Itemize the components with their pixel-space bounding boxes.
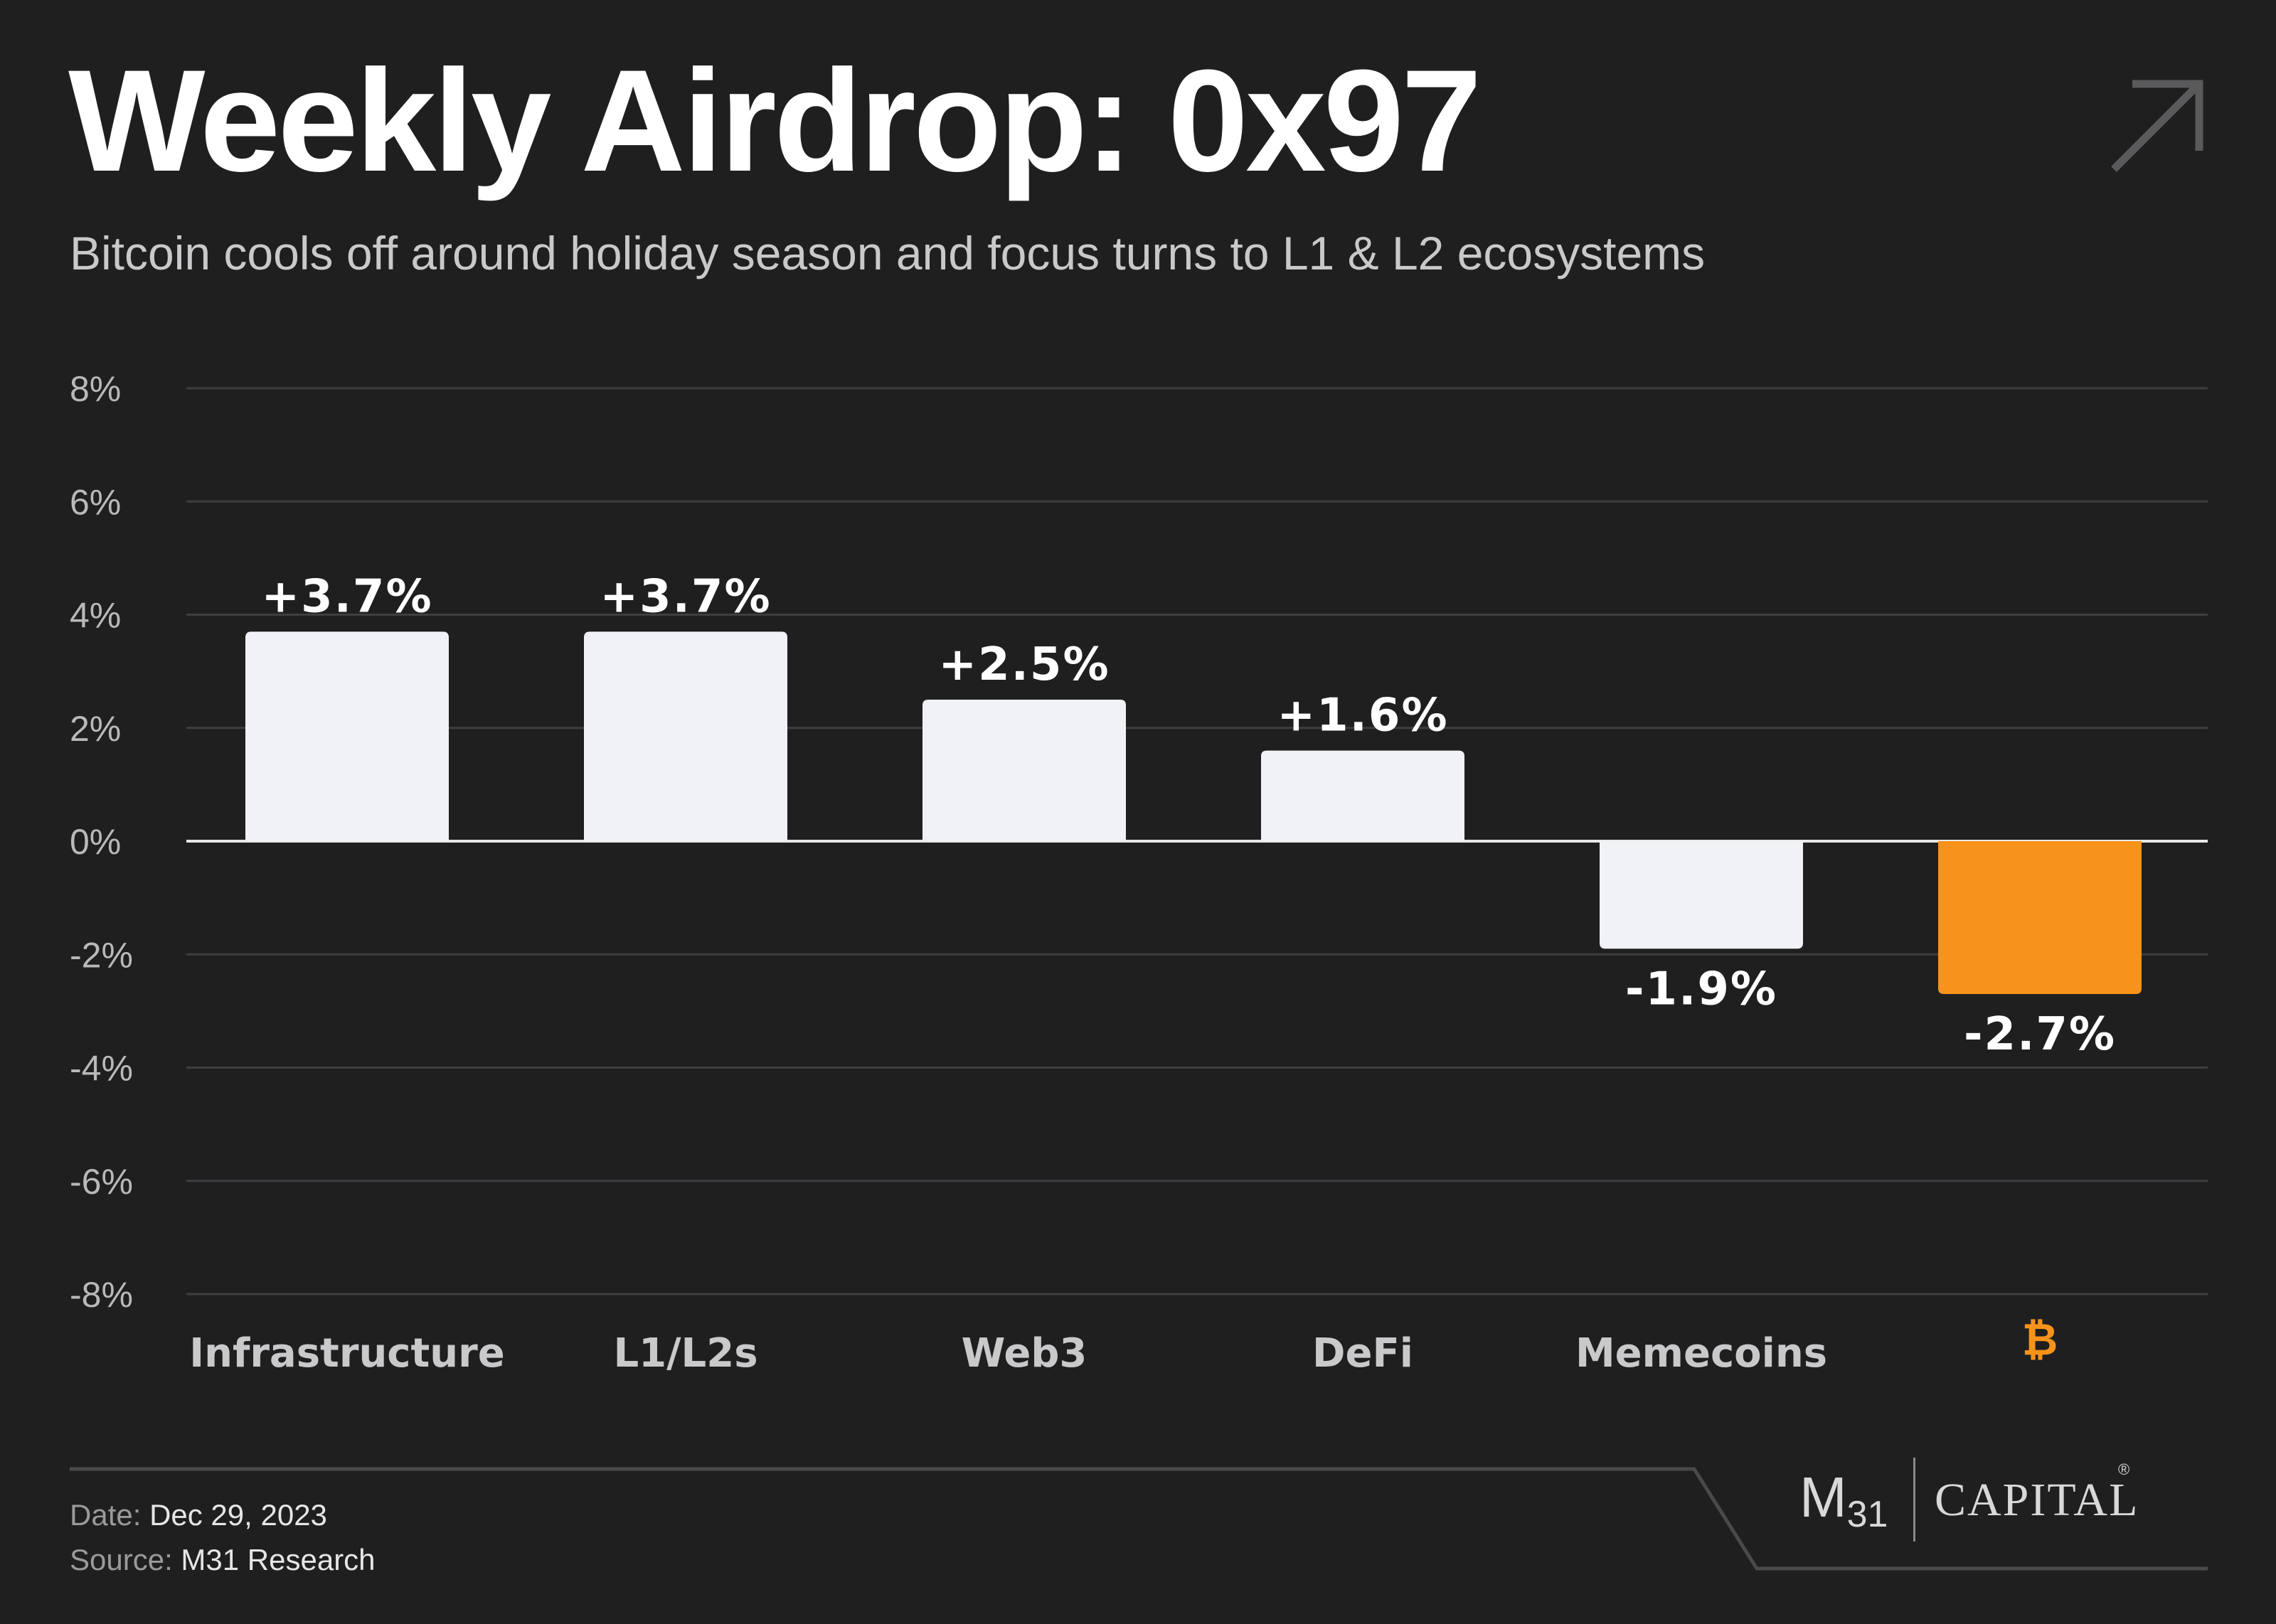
data-label: +3.7% [600, 570, 771, 623]
footer-divider-line [70, 1467, 2208, 1571]
footer-source-value: M31 Research [181, 1543, 376, 1576]
footer-date-value: Dec 29, 2023 [149, 1498, 327, 1532]
arrow-up-right-icon[interactable] [2105, 71, 2212, 178]
y-tick-label: 2% [70, 709, 121, 749]
y-tick-label: -4% [70, 1049, 133, 1089]
bar-defi [1261, 750, 1464, 841]
bar-web3 [922, 699, 1126, 841]
x-tick-label: Infrastructure [189, 1330, 505, 1377]
logo-divider [1913, 1458, 1915, 1542]
logo-mark-sub: 31 [1846, 1494, 1888, 1535]
footer-date: Date: Dec 29, 2023 [70, 1498, 327, 1532]
bar-l1-l2s [584, 631, 787, 841]
x-tick-label: ₿ [2022, 1313, 2058, 1365]
y-tick-label: 8% [70, 369, 121, 409]
page-subtitle: Bitcoin cools off around holiday season … [70, 227, 1706, 279]
y-axis-tick-labels: 8% 6% 4% 2% 0% -2% -4% -6% -8% [70, 369, 133, 1315]
y-tick-label: -8% [70, 1275, 133, 1315]
footer-source: Source: M31 Research [70, 1543, 376, 1577]
x-tick-label: L1/L2s [613, 1330, 757, 1377]
y-tick-label: 6% [70, 482, 121, 522]
x-tick-label: Memecoins [1575, 1330, 1827, 1377]
bar-infrastructure [245, 631, 449, 841]
x-tick-label: Web3 [962, 1330, 1088, 1377]
bars [245, 631, 2142, 994]
footer-source-label: Source: [70, 1543, 173, 1576]
x-axis-tick-labels: Infrastructure L1/L2s Web3 DeFi Memecoins ₿ [189, 1313, 2058, 1377]
bar-memecoins [1600, 841, 1803, 949]
logo-wordmark: CAPITAL [1935, 1474, 2139, 1526]
logo-mark-letter: M [1799, 1465, 1847, 1529]
bar-bitcoin [1938, 841, 2142, 994]
data-label: -1.9% [1625, 963, 1777, 1015]
data-label: +3.7% [261, 570, 432, 623]
y-tick-label: -2% [70, 935, 133, 975]
y-tick-label: 0% [70, 822, 121, 862]
y-tick-label: 4% [70, 596, 121, 636]
footer-date-label: Date: [70, 1498, 142, 1532]
x-tick-label: DeFi [1312, 1330, 1413, 1377]
m31-capital-logo: M31 CAPITAL ® [1799, 1458, 2141, 1550]
data-label: +2.5% [938, 639, 1110, 691]
logo-registered-mark: ® [2118, 1460, 2130, 1478]
bitcoin-icon: ₿ [2022, 1313, 2058, 1365]
grid-layer [186, 387, 2208, 1296]
y-tick-label: -6% [70, 1162, 133, 1202]
data-label: -2.7% [1964, 1008, 2116, 1061]
data-labels: +3.7% +3.7% +2.5% +1.6% -1.9% -2.7% [261, 570, 2116, 1061]
page-title: Weekly Airdrop: 0x97 [68, 40, 1482, 202]
data-label: +1.6% [1277, 690, 1448, 742]
logo-mark: M31 [1799, 1465, 1888, 1536]
